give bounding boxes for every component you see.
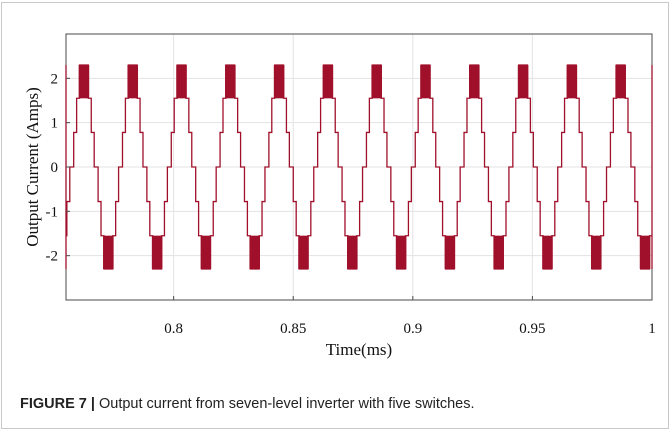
y-tick-label: 2 xyxy=(51,71,59,87)
x-tick-labels: 0.8 0.85 0.9 0.95 1 xyxy=(164,296,656,337)
y-tick-label: -1 xyxy=(46,204,59,220)
x-tick-label: 1 xyxy=(648,321,656,337)
current-waveform-group xyxy=(65,64,653,270)
y-axis-label: Output Current (Amps) xyxy=(23,87,42,247)
y-tick-label: 0 xyxy=(51,160,59,176)
y-tick-labels: 2 1 0 -1 -2 xyxy=(46,71,70,265)
x-tick-label: 0.95 xyxy=(519,321,545,337)
x-tick-label: 0.9 xyxy=(403,321,422,337)
caption-label: FIGURE 7 | xyxy=(20,396,95,412)
caption-text: Output current from seven-level inverter… xyxy=(94,396,475,412)
y-tick-label: 1 xyxy=(51,116,59,132)
x-axis-label: Time(ms) xyxy=(326,340,392,359)
y-tick-label: -2 xyxy=(46,249,59,265)
x-tick-label: 0.8 xyxy=(164,321,183,337)
figure-caption: FIGURE 7 | Output current from seven-lev… xyxy=(20,396,475,412)
x-tick-label: 0.85 xyxy=(280,321,306,337)
